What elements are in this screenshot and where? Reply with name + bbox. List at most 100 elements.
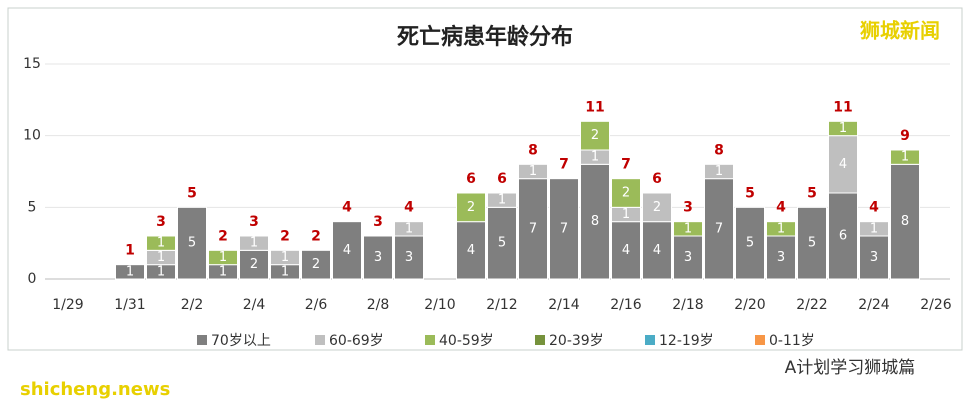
x-tick-label: 2/22 bbox=[796, 297, 827, 313]
x-tick-label: 2/18 bbox=[672, 297, 703, 313]
bar-segment bbox=[177, 206, 207, 280]
total-label: 3 bbox=[249, 214, 259, 230]
x-tick-label: 2/20 bbox=[734, 297, 765, 313]
legend-swatch bbox=[315, 335, 325, 345]
segment-label: 3 bbox=[374, 250, 382, 265]
segment-label: 3 bbox=[870, 250, 878, 265]
bar-segment bbox=[301, 249, 331, 280]
segment-label: 5 bbox=[188, 236, 196, 251]
total-label: 5 bbox=[745, 185, 755, 201]
total-label: 5 bbox=[807, 185, 817, 201]
footer-account: A计划学习狮城篇 bbox=[785, 358, 916, 378]
bar-segment bbox=[456, 221, 486, 280]
segment-label: 2 bbox=[622, 186, 630, 201]
total-label: 11 bbox=[833, 99, 852, 115]
segment-label: 1 bbox=[157, 264, 165, 279]
total-label: 4 bbox=[342, 200, 352, 216]
segment-label: 8 bbox=[591, 214, 599, 229]
bar-segment bbox=[146, 235, 176, 251]
segment-label: 2 bbox=[591, 128, 599, 143]
legend-label: 20-39岁 bbox=[549, 333, 604, 349]
bar-segment bbox=[642, 192, 672, 223]
bar-segment bbox=[859, 235, 889, 280]
x-tick-label: 2/6 bbox=[305, 297, 328, 313]
total-label: 8 bbox=[528, 142, 538, 158]
legend-swatch bbox=[535, 335, 545, 345]
total-label: 5 bbox=[187, 185, 197, 201]
segment-label: 1 bbox=[870, 221, 878, 236]
legend-swatch bbox=[645, 335, 655, 345]
total-label: 8 bbox=[714, 142, 724, 158]
legend-label: 60-69岁 bbox=[329, 333, 384, 349]
y-tick-label: 15 bbox=[23, 56, 41, 72]
segment-label: 3 bbox=[405, 250, 413, 265]
bar-segment bbox=[673, 235, 703, 280]
chart-frame bbox=[7, 7, 963, 351]
bar-segment bbox=[828, 135, 858, 194]
bar-segment bbox=[456, 192, 486, 223]
legend-swatch bbox=[197, 335, 207, 345]
watermark: 狮城新闻 bbox=[860, 19, 940, 43]
segment-label: 3 bbox=[684, 250, 692, 265]
bar-segment bbox=[859, 221, 889, 237]
total-label: 6 bbox=[652, 171, 662, 187]
bar-segment bbox=[704, 178, 734, 280]
x-tick-label: 1/31 bbox=[114, 297, 145, 313]
bar-segment bbox=[735, 206, 765, 280]
bar-segment bbox=[890, 149, 920, 165]
segment-label: 1 bbox=[405, 221, 413, 236]
segment-label: 1 bbox=[157, 250, 165, 265]
bar-segment bbox=[239, 249, 269, 280]
x-tick-label: 2/26 bbox=[920, 297, 952, 313]
legend-swatch bbox=[425, 335, 435, 345]
segment-label: 4 bbox=[839, 157, 847, 172]
segment-label: 7 bbox=[715, 221, 723, 236]
legend-label: 0-11岁 bbox=[769, 333, 815, 349]
segment-label: 2 bbox=[467, 200, 475, 215]
segment-label: 5 bbox=[498, 236, 506, 251]
total-label: 2 bbox=[218, 228, 228, 244]
bar-segment bbox=[704, 163, 734, 180]
x-tick-label: 2/16 bbox=[610, 297, 642, 313]
segment-label: 1 bbox=[250, 236, 258, 251]
segment-label: 4 bbox=[653, 243, 661, 258]
y-tick-label: 5 bbox=[28, 199, 37, 215]
bar-segment bbox=[797, 206, 827, 280]
total-label: 2 bbox=[280, 228, 290, 244]
x-tick-label: 2/12 bbox=[486, 297, 517, 313]
total-label: 3 bbox=[683, 200, 693, 216]
total-label: 6 bbox=[466, 171, 476, 187]
x-tick-label: 2/2 bbox=[181, 297, 204, 313]
bar-segment bbox=[611, 178, 641, 208]
segment-label: 1 bbox=[684, 221, 692, 236]
bar-segment bbox=[270, 249, 300, 266]
total-label: 9 bbox=[900, 128, 910, 144]
segment-label: 5 bbox=[808, 236, 816, 251]
bar-segment bbox=[642, 221, 672, 280]
bar-segment bbox=[332, 221, 362, 280]
total-label: 7 bbox=[621, 157, 631, 173]
segment-label: 1 bbox=[498, 193, 506, 208]
legend-label: 12-19岁 bbox=[659, 333, 714, 349]
segment-label: 1 bbox=[157, 236, 165, 251]
bar-segment bbox=[766, 221, 796, 237]
segment-label: 1 bbox=[219, 264, 227, 279]
total-label: 11 bbox=[585, 99, 604, 115]
bar-segment bbox=[239, 235, 269, 251]
segment-label: 2 bbox=[250, 257, 258, 272]
segment-label: 1 bbox=[219, 250, 227, 265]
segment-label: 1 bbox=[901, 150, 909, 165]
bar-segment bbox=[394, 221, 424, 237]
bar-segment bbox=[518, 178, 548, 280]
segment-label: 6 bbox=[839, 229, 847, 244]
bar-segment bbox=[518, 163, 548, 180]
x-tick-label: 2/10 bbox=[424, 297, 455, 313]
bar-segment bbox=[828, 120, 858, 137]
footer-site: shicheng.news bbox=[20, 379, 170, 400]
segment-label: 1 bbox=[281, 250, 289, 265]
legend-label: 70岁以上 bbox=[211, 333, 271, 349]
x-tick-label: 1/29 bbox=[52, 297, 83, 313]
segment-label: 1 bbox=[281, 264, 289, 279]
x-tick-label: 2/4 bbox=[243, 297, 266, 313]
